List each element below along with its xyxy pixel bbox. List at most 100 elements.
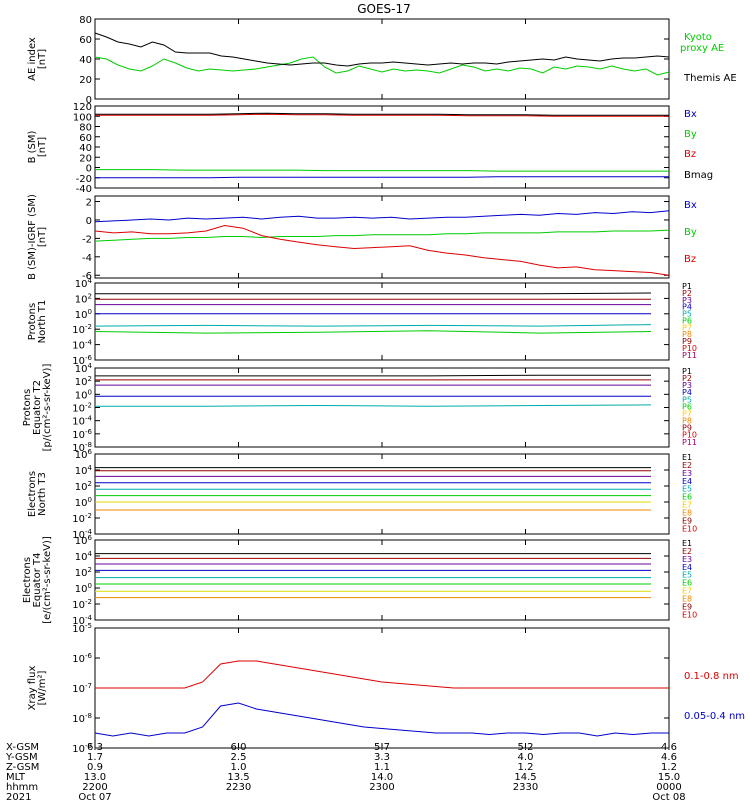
y-tick-label: 100: [75, 582, 92, 595]
channel-label: P4: [682, 388, 692, 397]
series-p1: [95, 292, 652, 295]
series-kyoto-proxy-ae: [94, 56, 670, 76]
orbit-row-label: MLT: [6, 772, 26, 783]
channel-label: E6: [682, 579, 692, 588]
panel-frame: [94, 105, 670, 189]
orbit-row-label: Z-GSM: [6, 762, 39, 773]
orbit-cell: 2230: [226, 782, 251, 793]
y-tick-label: 100: [73, 112, 92, 123]
channel-label: P2: [682, 374, 692, 383]
orbit-cell: 1.7: [87, 752, 103, 763]
channel-label: P4: [682, 303, 692, 312]
y-axis-label: Equator T2: [32, 380, 43, 435]
panel-frame: [94, 282, 670, 361]
series-p1: [95, 374, 651, 377]
channel-label: E1: [682, 539, 692, 548]
channel-label: E3: [682, 555, 692, 564]
legend-kyoto-line2: proxy AE: [680, 43, 724, 54]
y-tick-label: 10-6: [72, 652, 92, 665]
series-p5: [94, 324, 652, 327]
panel-frame: [94, 195, 670, 279]
channel-label: E5: [682, 571, 692, 580]
y-axis-label: AE index: [27, 37, 38, 81]
orbit-cell: 14.5: [514, 772, 536, 783]
y-tick-label: 60: [79, 133, 92, 144]
series-themis-ae: [94, 32, 670, 67]
legend-igrf-by: By: [684, 227, 697, 238]
y-tick-label: 106: [75, 448, 93, 461]
series-bx: [95, 176, 669, 179]
channel-label: E7: [682, 587, 692, 596]
orbit-table: X-GSMY-GSMZ-GSMMLThhmm20216.31.70.913.02…: [5, 742, 686, 800]
y-tick-label: 100: [75, 496, 92, 509]
channel-label: E2: [682, 547, 692, 556]
orbit-cell: 0.9: [87, 762, 103, 773]
channel-label: P7: [682, 323, 692, 332]
y-axis-label: [nT]: [37, 49, 48, 69]
y-tick-label: 10-8: [72, 441, 92, 454]
series-bx: [94, 210, 670, 223]
channel-label: E9: [682, 602, 692, 611]
orbit-cell: 1.2: [661, 762, 677, 773]
y-tick-label: 102: [75, 566, 92, 579]
y-tick-label: 10-4: [72, 339, 92, 352]
y-tick-label: 104: [75, 464, 93, 477]
y-tick-label: 0: [86, 216, 92, 227]
ae-legend: Kyoto proxy AE Themis AE: [680, 32, 737, 84]
channel-label: E9: [682, 516, 692, 525]
channel-label: E1: [682, 453, 692, 462]
orbit-row-label: Y-GSM: [5, 752, 38, 763]
legend-xray-short: 0.1-0.8 nm: [684, 671, 739, 682]
y-tick-label: 40: [79, 55, 92, 66]
orbit-cell: 2300: [369, 782, 394, 793]
legend-igrf-bx: Bx: [684, 200, 697, 211]
orbit-cell: 2330: [513, 782, 538, 793]
y-axis-label: B (SM)-IGRF (SM): [27, 194, 38, 280]
legend-themis: Themis AE: [683, 73, 737, 84]
y-tick-label: 10-2: [72, 402, 92, 415]
y-tick-label: 10-4: [72, 415, 92, 428]
series-bmag: [95, 112, 669, 116]
channel-label: E3: [682, 469, 692, 478]
igrf-legend: Bx By Bz: [684, 200, 697, 265]
channel-label: P3: [682, 381, 692, 390]
y-tick-label: 20: [79, 75, 92, 86]
y-axis-label: North T1: [37, 300, 48, 344]
y-tick-label: 60: [79, 35, 92, 46]
orbit-cell: 3.3: [374, 752, 390, 763]
channel-label: E10: [682, 524, 697, 533]
channel-label: P5: [682, 310, 692, 319]
orbit-cell: Oct 07: [78, 792, 111, 800]
y-axis-label: Xray flux: [27, 666, 38, 711]
channel-label: E4: [682, 563, 692, 572]
series-by: [95, 169, 669, 172]
channel-label: P5: [682, 395, 692, 404]
channel-label: P1: [682, 367, 692, 376]
series-by: [94, 229, 670, 242]
orbit-cell: 5.7: [374, 742, 390, 753]
series-p5: [95, 404, 652, 407]
channel-label: E5: [682, 485, 692, 494]
y-tick-label: 10-4: [72, 614, 92, 627]
series-0-1-0-8-nm: [95, 660, 669, 689]
y-tick-label: 0: [86, 164, 92, 175]
panel-electrons-t4: 106 104 102 100 10-2 10-4 Electrons Equator T4[…: [22, 534, 697, 627]
y-tick-label: 10-5: [72, 622, 92, 635]
y-tick-label: 10-6: [72, 354, 92, 367]
series-0-05-0-4-nm: [94, 702, 669, 737]
y-tick-label: 10-6: [72, 428, 92, 441]
series-bz: [95, 113, 669, 117]
b-legend: Bx By Bz Bmag: [684, 109, 713, 181]
orbit-row-label: hhmm: [6, 782, 38, 793]
channel-label: P6: [682, 316, 692, 325]
channel-label: E8: [682, 594, 692, 603]
orbit-cell: 2200: [82, 782, 107, 793]
channel-label: E8: [682, 508, 692, 517]
y-axis-label: Protons: [27, 303, 38, 340]
plot-title: GOES-17: [357, 2, 411, 16]
y-tick-label: 80: [79, 123, 92, 134]
y-axis-label: [nT]: [37, 137, 48, 157]
y-tick-label: 2: [86, 198, 92, 209]
